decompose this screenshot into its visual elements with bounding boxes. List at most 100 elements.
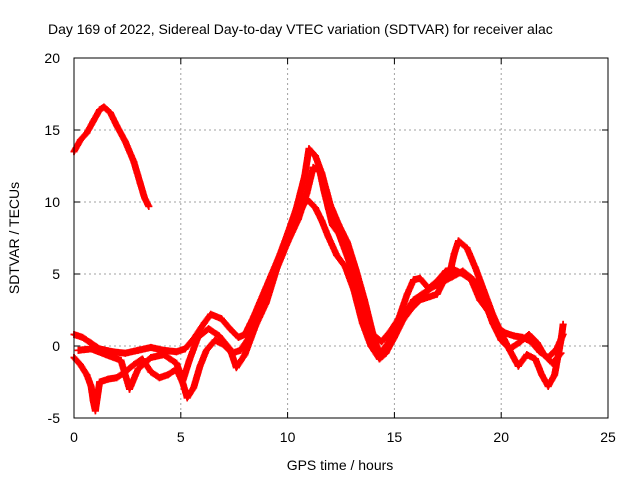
series-arc-early-high [70,103,153,210]
data-point [113,122,121,130]
data-point [87,382,95,390]
data-point [416,296,424,304]
data-point [100,103,108,111]
plot-frame [73,57,609,419]
data-point [301,172,309,180]
data-point [440,277,448,285]
x-tick-label: 10 [280,429,296,445]
data-point [237,346,245,354]
data-point [273,264,281,272]
data-point [89,117,97,125]
data-point [395,315,403,323]
data-point [91,407,99,415]
series-arc-negative-low [70,195,567,415]
data-point [226,345,234,353]
data-point [147,354,155,362]
data-point [234,333,242,341]
data-point [215,332,223,340]
y-axis-label: SDTVAR / TECUs [6,182,22,294]
data-point [544,354,552,362]
data-point [121,349,129,357]
data-point [459,270,467,278]
data-point [117,356,125,364]
data-point [207,310,215,318]
y-tick-label: 5 [52,266,60,282]
data-point [375,355,383,363]
data-point [190,384,198,392]
data-point [284,238,292,246]
data-point [185,356,193,364]
data-point [514,362,522,370]
data-point [360,307,368,315]
data-point [311,152,319,160]
data-point [311,204,319,212]
y-tick-label: 0 [52,338,60,354]
y-tick-label: 10 [44,194,60,210]
ticks-layer: 0 5 10 15 20 25 -5 0 5 10 15 20 [44,50,616,445]
data-point [324,204,332,212]
data-point [147,368,155,376]
data-point [442,267,450,275]
data-point [309,163,317,171]
data-point [378,338,386,346]
data-point [538,371,546,379]
x-tick-label: 20 [493,429,509,445]
data-point [410,296,418,304]
data-point [226,325,234,333]
data-point [472,264,480,272]
data-point [510,332,518,340]
data-point [130,361,138,369]
data-point [335,221,343,229]
data-point [194,333,202,341]
data-point [104,375,112,383]
data-point [138,355,146,363]
data-point [410,276,418,284]
data-point [328,221,336,229]
data-point [217,315,225,323]
data-point [74,346,82,354]
x-tick-label: 15 [387,429,403,445]
data-point [173,359,181,367]
data-point [134,346,142,354]
data-point [83,371,91,379]
data-point [179,377,187,385]
data-point [343,253,351,261]
data-point [200,319,208,327]
data-point [476,296,484,304]
data-point [96,106,104,114]
data-point [559,330,567,338]
data-point [303,189,311,197]
data-point [211,336,219,344]
data-point [450,250,458,258]
data-point [531,355,539,363]
data-point [501,329,509,337]
data-point [241,351,249,359]
data-point [407,305,415,313]
data-point [403,290,411,298]
data-point [173,348,181,356]
data-point [102,351,110,359]
y-tick-label: 15 [44,122,60,138]
data-point [140,194,148,202]
data-point [113,374,121,382]
x-tick-label: 5 [177,429,185,445]
data-point [79,333,87,341]
data-point [305,145,313,153]
data-point [433,290,441,298]
data-point [318,217,326,225]
data-point [324,233,332,241]
data-point [262,299,270,307]
data-point [484,307,492,315]
data-point [559,320,567,328]
y-tick-label: -5 [48,410,61,426]
data-point [87,345,95,353]
data-point [386,328,394,336]
data-point [202,346,210,354]
chart-title: Day 169 of 2022, Sidereal Day-to-day VTE… [48,21,553,37]
data-point [450,266,458,274]
data-point [425,293,433,301]
data-point [294,215,302,223]
x-tick-label: 25 [600,429,616,445]
data-point [76,136,84,144]
